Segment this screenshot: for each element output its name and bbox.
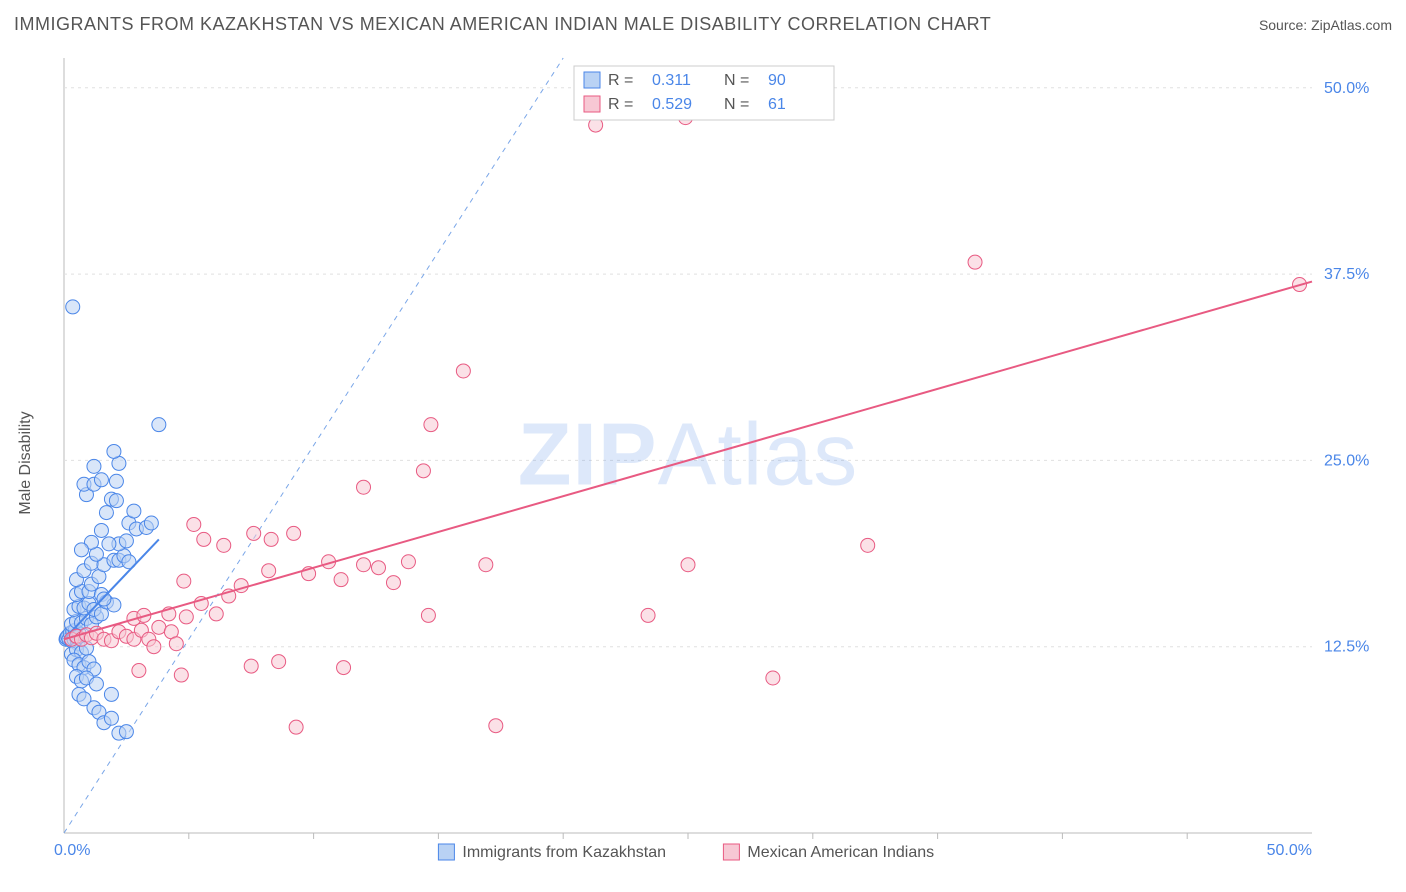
scatter-point — [681, 558, 695, 572]
chart-title: IMMIGRANTS FROM KAZAKHSTAN VS MEXICAN AM… — [14, 14, 991, 35]
scatter-point — [244, 659, 258, 673]
scatter-point — [152, 620, 166, 634]
x-tick-label: 0.0% — [54, 842, 90, 859]
watermark: ZIPAtlas — [518, 404, 859, 503]
scatter-point — [174, 668, 188, 682]
scatter-point — [94, 523, 108, 537]
chart-area: Male Disability ZIPAtlas 12.5% 25.0% 37.5% 5… — [14, 48, 1392, 878]
legend-swatch — [584, 96, 600, 112]
scatter-point — [179, 610, 193, 624]
scatter-point — [104, 711, 118, 725]
scatter-point — [152, 418, 166, 432]
legend-r-value: 0.529 — [652, 96, 692, 113]
scatter-point — [127, 504, 141, 518]
scatter-point — [144, 516, 158, 530]
scatter-point — [99, 506, 113, 520]
scatter-point — [264, 532, 278, 546]
scatter-point — [247, 526, 261, 540]
scatter-point — [272, 655, 286, 669]
bottom-legend-swatch — [438, 844, 454, 860]
scatter-point — [187, 517, 201, 531]
scatter-point — [424, 418, 438, 432]
scatter-point — [109, 494, 123, 508]
legend-n-label: N = — [724, 72, 749, 89]
scatter-point — [209, 607, 223, 621]
scatter-point — [968, 255, 982, 269]
scatter-point — [197, 532, 211, 546]
scatter-point — [766, 671, 780, 685]
scatter-point — [357, 558, 371, 572]
scatter-point — [217, 538, 231, 552]
legend-r-value: 0.311 — [652, 72, 691, 89]
legend-r-label: R = — [608, 72, 633, 89]
y-tick-label: 12.5% — [1324, 639, 1369, 656]
scatter-point — [97, 592, 111, 606]
scatter-point — [132, 664, 146, 678]
chart-header: IMMIGRANTS FROM KAZAKHSTAN VS MEXICAN AM… — [14, 14, 1392, 35]
legend-n-value: 90 — [768, 72, 786, 89]
scatter-point — [287, 526, 301, 540]
scatter-point — [456, 364, 470, 378]
chart-source: Source: ZipAtlas.com — [1259, 17, 1392, 33]
scatter-point — [66, 300, 80, 314]
scatter-point — [334, 573, 348, 587]
scatter-point — [119, 725, 133, 739]
scatter-point — [107, 444, 121, 458]
bottom-legend-swatch — [723, 844, 739, 860]
bottom-legend-label: Mexican American Indians — [747, 844, 934, 861]
scatter-point — [119, 534, 133, 548]
scatter-point — [102, 537, 116, 551]
scatter-point — [861, 538, 875, 552]
fit-line — [64, 282, 1312, 640]
scatter-point — [262, 564, 276, 578]
scatter-point — [401, 555, 415, 569]
scatter-point — [416, 464, 430, 478]
legend-n-value: 61 — [768, 96, 786, 113]
scatter-point — [289, 720, 303, 734]
legend-swatch — [584, 72, 600, 88]
scatter-point — [371, 561, 385, 575]
scatter-point — [169, 637, 183, 651]
scatter-point — [147, 640, 161, 654]
scatter-point — [74, 543, 88, 557]
y-tick-label: 37.5% — [1324, 266, 1369, 283]
scatter-point — [479, 558, 493, 572]
legend-r-label: R = — [608, 96, 633, 113]
y-tick-label: 25.0% — [1324, 452, 1369, 469]
y-tick-label: 50.0% — [1324, 80, 1369, 97]
scatter-point — [489, 719, 503, 733]
bottom-legend-label: Immigrants from Kazakhstan — [462, 844, 666, 861]
scatter-point — [357, 480, 371, 494]
scatter-point — [641, 608, 655, 622]
scatter-point — [421, 608, 435, 622]
scatter-point — [337, 661, 351, 675]
scatter-point — [89, 677, 103, 691]
legend-n-label: N = — [724, 96, 749, 113]
scatter-point — [109, 474, 123, 488]
scatter-point — [104, 687, 118, 701]
scatter-point — [94, 473, 108, 487]
scatter-point — [87, 459, 101, 473]
y-axis-label: Male Disability — [17, 411, 35, 514]
scatter-chart: ZIPAtlas 12.5% 25.0% 37.5% 50.0% 0.0% 50.0% R =… — [14, 48, 1392, 878]
scatter-point — [386, 576, 400, 590]
scatter-point — [177, 574, 191, 588]
x-tick-label: 50.0% — [1267, 842, 1312, 859]
